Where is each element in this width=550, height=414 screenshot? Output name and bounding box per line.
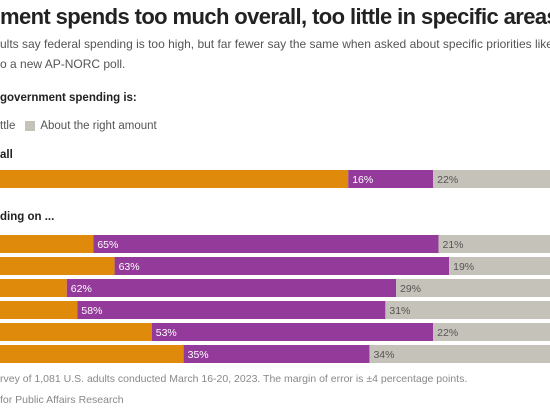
source-note: for Public Affairs Research bbox=[0, 394, 124, 406]
bar-segment-about-right bbox=[438, 235, 550, 253]
legend: ttle About the right amount bbox=[0, 120, 157, 132]
legend-label-too-little: ttle bbox=[0, 120, 16, 132]
bar-segment-too-little bbox=[114, 257, 450, 275]
bar-segment-too-little bbox=[151, 323, 434, 341]
stacked-bar-chart: all 16% 22% ding on ... 65% 21% 63% 19% 62% 29% 58… bbox=[0, 149, 550, 363]
bar-label-too-little: 16% bbox=[352, 174, 373, 186]
bar-segment-too-little bbox=[93, 235, 439, 253]
group-label: all bbox=[0, 149, 13, 161]
bar-label-about-right: 19% bbox=[453, 261, 474, 273]
chart-subtitle-line-2: o a new AP-NORC poll. bbox=[0, 57, 126, 71]
bar-label-about-right: 34% bbox=[373, 349, 394, 361]
legend-label-about-right: About the right amount bbox=[40, 120, 157, 132]
bar-segment-too-little bbox=[66, 279, 397, 297]
bar-segment-about-right bbox=[433, 170, 550, 188]
bar-label-too-little: 53% bbox=[156, 327, 177, 339]
bar-segment-about-right bbox=[449, 257, 550, 275]
bar-segment-about-right bbox=[433, 323, 550, 341]
group-label: ding on ... bbox=[0, 211, 54, 223]
bar-segment-too-much bbox=[0, 345, 184, 363]
bar-label-too-little: 63% bbox=[119, 261, 140, 273]
question-label: government spending is: bbox=[0, 92, 137, 104]
bar-segment-about-right bbox=[369, 345, 550, 363]
bar-segment-too-little bbox=[348, 170, 434, 188]
footnote: rvey of 1,081 U.S. adults conducted Marc… bbox=[0, 373, 468, 385]
bar-segment-about-right bbox=[396, 279, 550, 297]
bar-label-about-right: 22% bbox=[437, 174, 458, 186]
bar-segment-too-much bbox=[0, 279, 67, 297]
chart-subtitle-line-1: ults say federal spending is too high, b… bbox=[0, 37, 550, 51]
bar-segment-too-little bbox=[183, 345, 370, 363]
chart-title: ment spends too much overall, too little… bbox=[0, 4, 550, 29]
bar-label-about-right: 29% bbox=[400, 283, 421, 295]
bar-segment-too-much bbox=[0, 170, 349, 188]
bar-segment-too-little bbox=[77, 301, 386, 319]
bar-segment-too-much bbox=[0, 235, 94, 253]
bar-label-too-little: 35% bbox=[188, 349, 209, 361]
bar-label-too-little: 62% bbox=[71, 283, 92, 295]
bar-label-too-little: 65% bbox=[97, 239, 118, 251]
legend-swatch-about-right bbox=[25, 121, 36, 131]
bar-segment-too-much bbox=[0, 323, 152, 341]
bar-segment-about-right bbox=[385, 301, 550, 319]
bar-label-about-right: 21% bbox=[442, 239, 463, 251]
bar-label-too-little: 58% bbox=[81, 305, 102, 317]
bar-segment-too-much bbox=[0, 257, 115, 275]
bar-label-about-right: 22% bbox=[437, 327, 458, 339]
bar-label-about-right: 31% bbox=[389, 305, 410, 317]
bar-segment-too-much bbox=[0, 301, 78, 319]
